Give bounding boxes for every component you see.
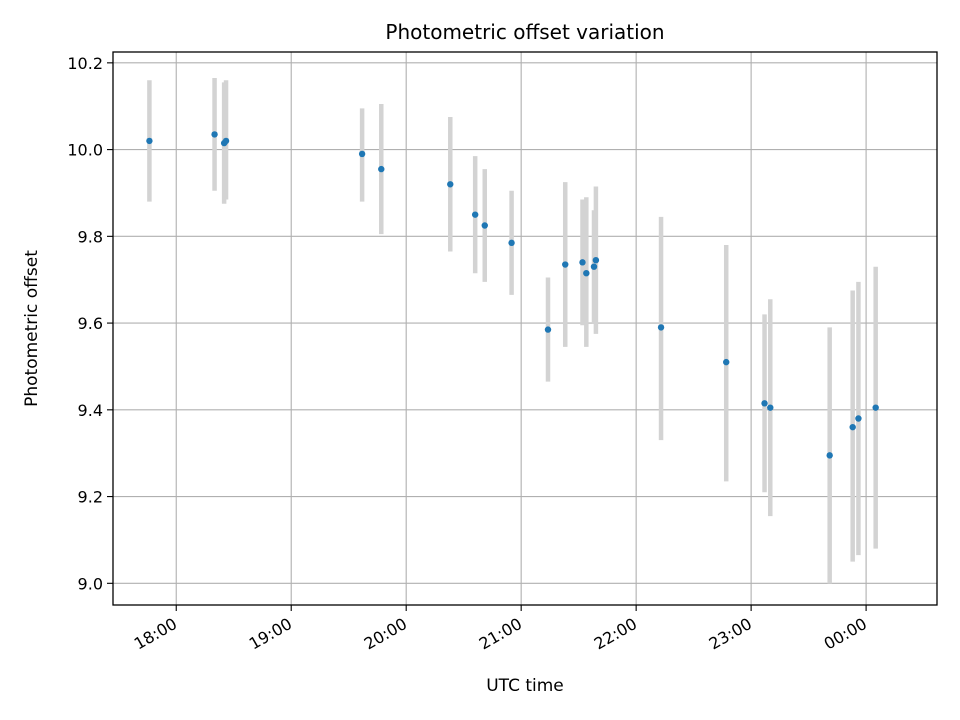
plot-frame [112,51,938,606]
error-bars [147,78,878,584]
y-tick-label: 9.4 [78,401,103,420]
data-point [471,211,479,218]
data-point [767,404,774,411]
data-point [826,452,833,459]
x-tick-label: 23:00 [706,614,755,654]
data-point [544,326,552,333]
axis-ticks: 18:00 19:00 20:00 21:00 22:00 23:00 00:00 9.0 9.… [67,54,870,654]
x-tick-label: 22:00 [591,614,640,654]
x-tick-label: 21:00 [476,614,525,654]
data-point [222,137,230,145]
data-point [583,270,590,277]
gridlines [113,52,937,605]
data-point [481,222,488,229]
data-point [761,400,768,407]
data-point [872,404,879,411]
data-point [723,358,730,366]
x-axis-label: UTC time [486,676,564,696]
x-tick-label: 00:00 [821,614,870,654]
data-point [211,131,218,138]
data-point [378,165,385,173]
x-tick-label: 18:00 [131,614,180,654]
data-point [508,239,515,247]
data-point [146,137,153,145]
data-point [590,263,598,270]
data-point [849,423,856,431]
data-point [579,259,586,266]
data-point [358,150,366,158]
y-tick-label: 9.2 [78,488,103,507]
x-tick-label: 19:00 [246,614,295,654]
data-points [146,131,879,459]
y-tick-label: 9.0 [78,574,103,593]
data-point [592,256,600,264]
y-tick-label: 10.2 [67,54,103,73]
data-point [447,181,454,188]
y-axis-label: Photometric offset [22,250,42,407]
data-point [657,324,665,331]
data-point [855,415,862,422]
y-tick-label: 9.6 [78,314,103,333]
x-tick-label: 20:00 [361,614,410,654]
chart-title: Photometric offset variation [385,20,664,44]
y-tick-label: 10.0 [67,141,103,160]
data-point [562,261,569,268]
y-tick-label: 9.8 [78,227,103,246]
